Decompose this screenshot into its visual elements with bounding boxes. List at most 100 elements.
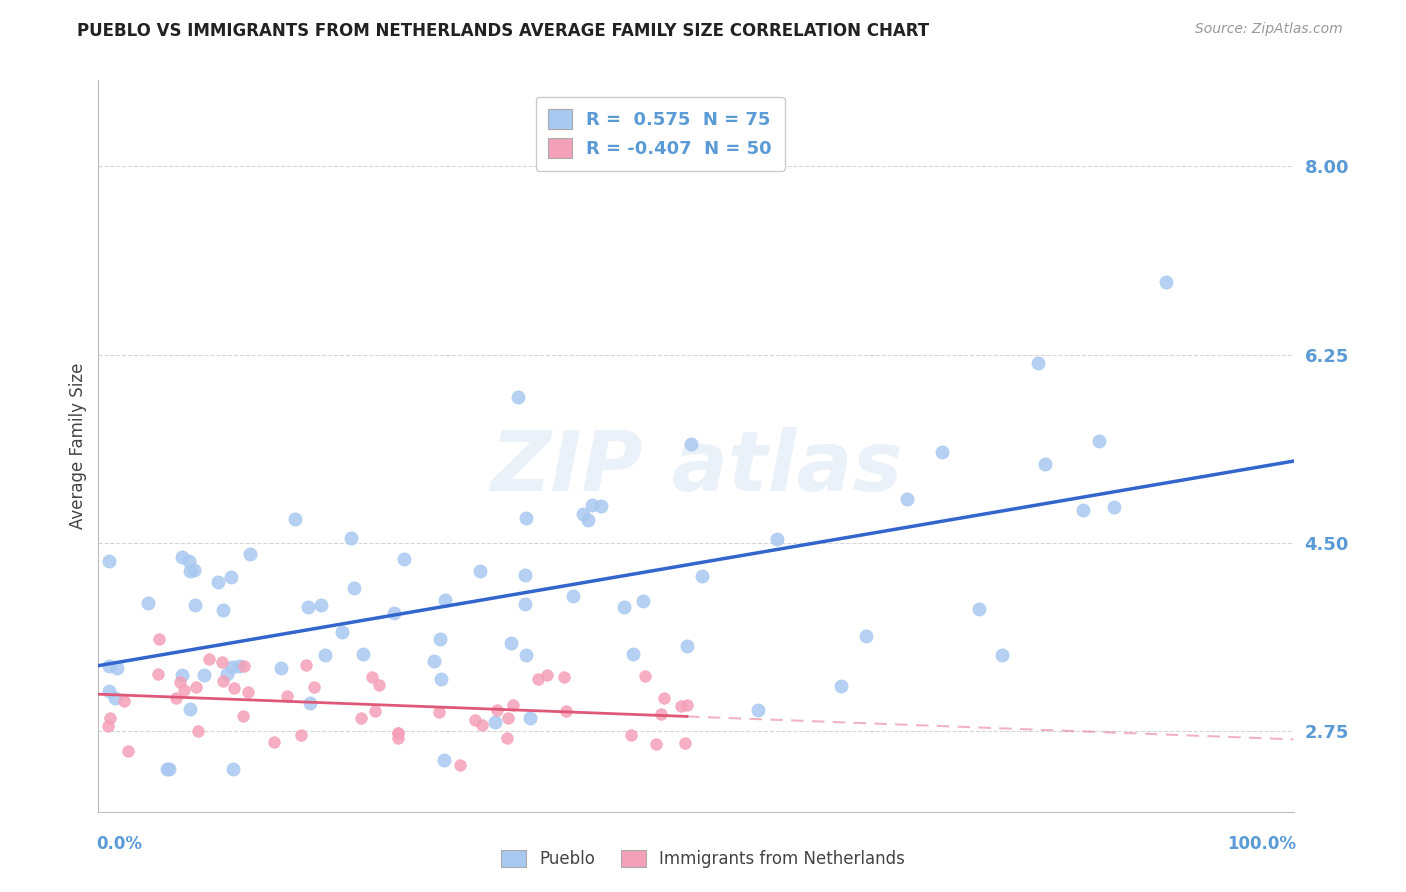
Point	[430, 673, 453, 687]
Point	[207, 574, 229, 589]
Point	[297, 599, 319, 614]
Point	[652, 691, 675, 706]
Point	[98, 554, 121, 568]
Point	[117, 744, 139, 758]
Y-axis label: Average Family Size: Average Family Size	[69, 363, 87, 529]
Point	[179, 702, 201, 716]
Point	[387, 725, 409, 739]
Text: PUEBLO VS IMMIGRANTS FROM NETHERLANDS AVERAGE FAMILY SIZE CORRELATION CHART: PUEBLO VS IMMIGRANTS FROM NETHERLANDS AV…	[77, 22, 929, 40]
Point	[676, 639, 699, 653]
Point	[513, 597, 536, 611]
Point	[572, 508, 595, 522]
Point	[193, 668, 215, 682]
Point	[352, 648, 374, 662]
Point	[295, 658, 318, 673]
Point	[747, 703, 769, 717]
Point	[427, 706, 450, 720]
Point	[215, 667, 238, 681]
Point	[1033, 457, 1056, 471]
Point	[222, 762, 245, 776]
Point	[228, 659, 250, 673]
Point	[276, 689, 298, 703]
Point	[315, 648, 337, 662]
Point	[1088, 434, 1111, 448]
Point	[931, 445, 953, 459]
Point	[673, 736, 696, 750]
Point	[221, 660, 243, 674]
Legend: Pueblo, Immigrants from Netherlands: Pueblo, Immigrants from Netherlands	[495, 843, 911, 875]
Point	[1026, 356, 1049, 370]
Point	[186, 724, 208, 739]
Point	[1071, 502, 1094, 516]
Point	[367, 678, 389, 692]
Point	[219, 570, 242, 584]
Point	[553, 669, 575, 683]
Point	[384, 606, 406, 620]
Point	[650, 707, 672, 722]
Point	[464, 713, 486, 727]
Point	[238, 684, 260, 698]
Point	[620, 727, 643, 741]
Point	[299, 696, 322, 710]
Point	[172, 668, 194, 682]
Point	[290, 728, 312, 742]
Point	[1156, 275, 1178, 289]
Point	[332, 624, 354, 639]
Point	[676, 698, 699, 713]
Point	[690, 568, 713, 582]
Point	[184, 598, 207, 612]
Point	[423, 654, 446, 668]
Point	[991, 648, 1014, 662]
Point	[211, 603, 233, 617]
Point	[183, 563, 205, 577]
Text: 100.0%: 100.0%	[1227, 836, 1296, 854]
Point	[211, 655, 233, 669]
Point	[232, 658, 254, 673]
Point	[562, 589, 585, 603]
Point	[179, 564, 201, 578]
Point	[671, 698, 693, 713]
Point	[634, 669, 657, 683]
Point	[896, 491, 918, 506]
Point	[387, 731, 409, 745]
Point	[302, 680, 325, 694]
Point	[186, 680, 208, 694]
Point	[146, 667, 169, 681]
Point	[576, 513, 599, 527]
Point	[165, 691, 187, 706]
Point	[484, 715, 506, 730]
Point	[449, 758, 471, 772]
Point	[513, 568, 536, 582]
Point	[224, 681, 246, 695]
Point	[112, 694, 135, 708]
Point	[263, 735, 285, 749]
Point	[581, 498, 603, 512]
Point	[173, 683, 195, 698]
Point	[515, 511, 537, 525]
Point	[495, 731, 517, 745]
Point	[309, 599, 332, 613]
Point	[239, 547, 262, 561]
Point	[433, 593, 456, 607]
Point	[98, 658, 121, 673]
Point	[157, 762, 180, 776]
Point	[519, 711, 541, 725]
Point	[387, 726, 409, 740]
Point	[103, 691, 125, 706]
Point	[343, 581, 366, 595]
Point	[361, 671, 384, 685]
Point	[97, 718, 120, 732]
Point	[232, 709, 254, 723]
Point	[270, 661, 292, 675]
Text: ZIP atlas: ZIP atlas	[489, 427, 903, 508]
Point	[211, 674, 233, 689]
Point	[501, 636, 523, 650]
Point	[536, 668, 558, 682]
Legend: R =  0.575  N = 75, R = -0.407  N = 50: R = 0.575 N = 75, R = -0.407 N = 50	[536, 96, 785, 170]
Point	[502, 698, 524, 712]
Point	[766, 533, 789, 547]
Point	[155, 762, 177, 776]
Point	[339, 532, 361, 546]
Text: Source: ZipAtlas.com: Source: ZipAtlas.com	[1195, 22, 1343, 37]
Point	[1102, 500, 1125, 515]
